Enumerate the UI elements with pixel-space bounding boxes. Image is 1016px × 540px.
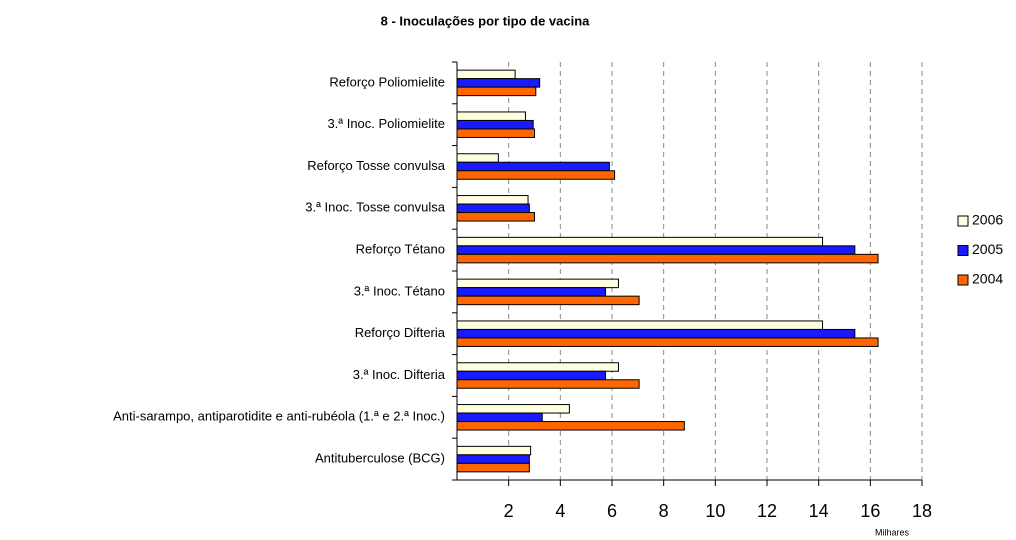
y-tick-label: Antituberculose (BCG) [315, 451, 445, 466]
bar [456, 454, 530, 464]
bar [456, 337, 879, 347]
bar [456, 328, 856, 339]
x-tick-label: 8 [659, 501, 669, 521]
y-tick-label: Reforço Difteria [355, 325, 446, 340]
legend-swatch [957, 245, 969, 256]
y-tick-label: 3.ª Inoc. Tétano [354, 283, 445, 298]
x-tick-label: 18 [912, 501, 932, 521]
chart-title: 8 - Inoculações por tipo de vacina [381, 13, 591, 28]
bar [456, 161, 610, 172]
bar [456, 278, 619, 289]
x-tick-label: 4 [555, 501, 565, 521]
legend-swatch [957, 215, 969, 227]
bar [456, 86, 537, 97]
bar [456, 203, 530, 214]
bar [456, 236, 824, 247]
legend-label: 2005 [972, 241, 1003, 257]
bar [456, 320, 824, 330]
legend-label: 2006 [972, 212, 1003, 228]
legend-swatch [957, 274, 969, 286]
bar [456, 78, 541, 88]
x-axis-label: Milhares [875, 527, 910, 537]
bar [456, 370, 607, 381]
legend-label: 2004 [972, 271, 1003, 287]
bar [456, 212, 535, 222]
bar [456, 404, 570, 414]
y-tick-label: Reforço Tétano [356, 242, 445, 257]
bar [456, 295, 640, 306]
y-tick-label: Reforço Tosse convulsa [307, 158, 446, 173]
bar [456, 119, 534, 130]
bar [456, 245, 856, 255]
bar [456, 379, 640, 389]
x-tick-label: 14 [809, 501, 829, 521]
bar [456, 69, 516, 80]
bar [456, 111, 526, 121]
y-tick-label: Anti-sarampo, antiparotidite e anti-rubé… [113, 409, 445, 424]
bar [456, 170, 616, 180]
x-tick-label: 6 [607, 501, 617, 521]
x-tick-label: 2 [504, 501, 514, 521]
x-tick-label: 16 [860, 501, 880, 521]
bar [456, 153, 499, 163]
bar [456, 462, 530, 473]
y-tick-label: 3.ª Inoc. Difteria [353, 367, 446, 382]
bar [456, 421, 685, 431]
x-tick-label: 10 [705, 501, 725, 521]
bar [456, 253, 879, 264]
bar [456, 287, 607, 297]
bar [456, 195, 529, 205]
bar [456, 412, 543, 423]
y-tick-label: 3.ª Inoc. Tosse convulsa [305, 200, 445, 215]
bar [456, 362, 619, 372]
y-tick-label: 3.ª Inoc. Poliomielite [327, 116, 445, 131]
y-tick-label: Reforço Poliomielite [329, 74, 445, 89]
x-tick-label: 12 [757, 501, 777, 521]
bar [456, 445, 532, 456]
bar [456, 128, 535, 138]
